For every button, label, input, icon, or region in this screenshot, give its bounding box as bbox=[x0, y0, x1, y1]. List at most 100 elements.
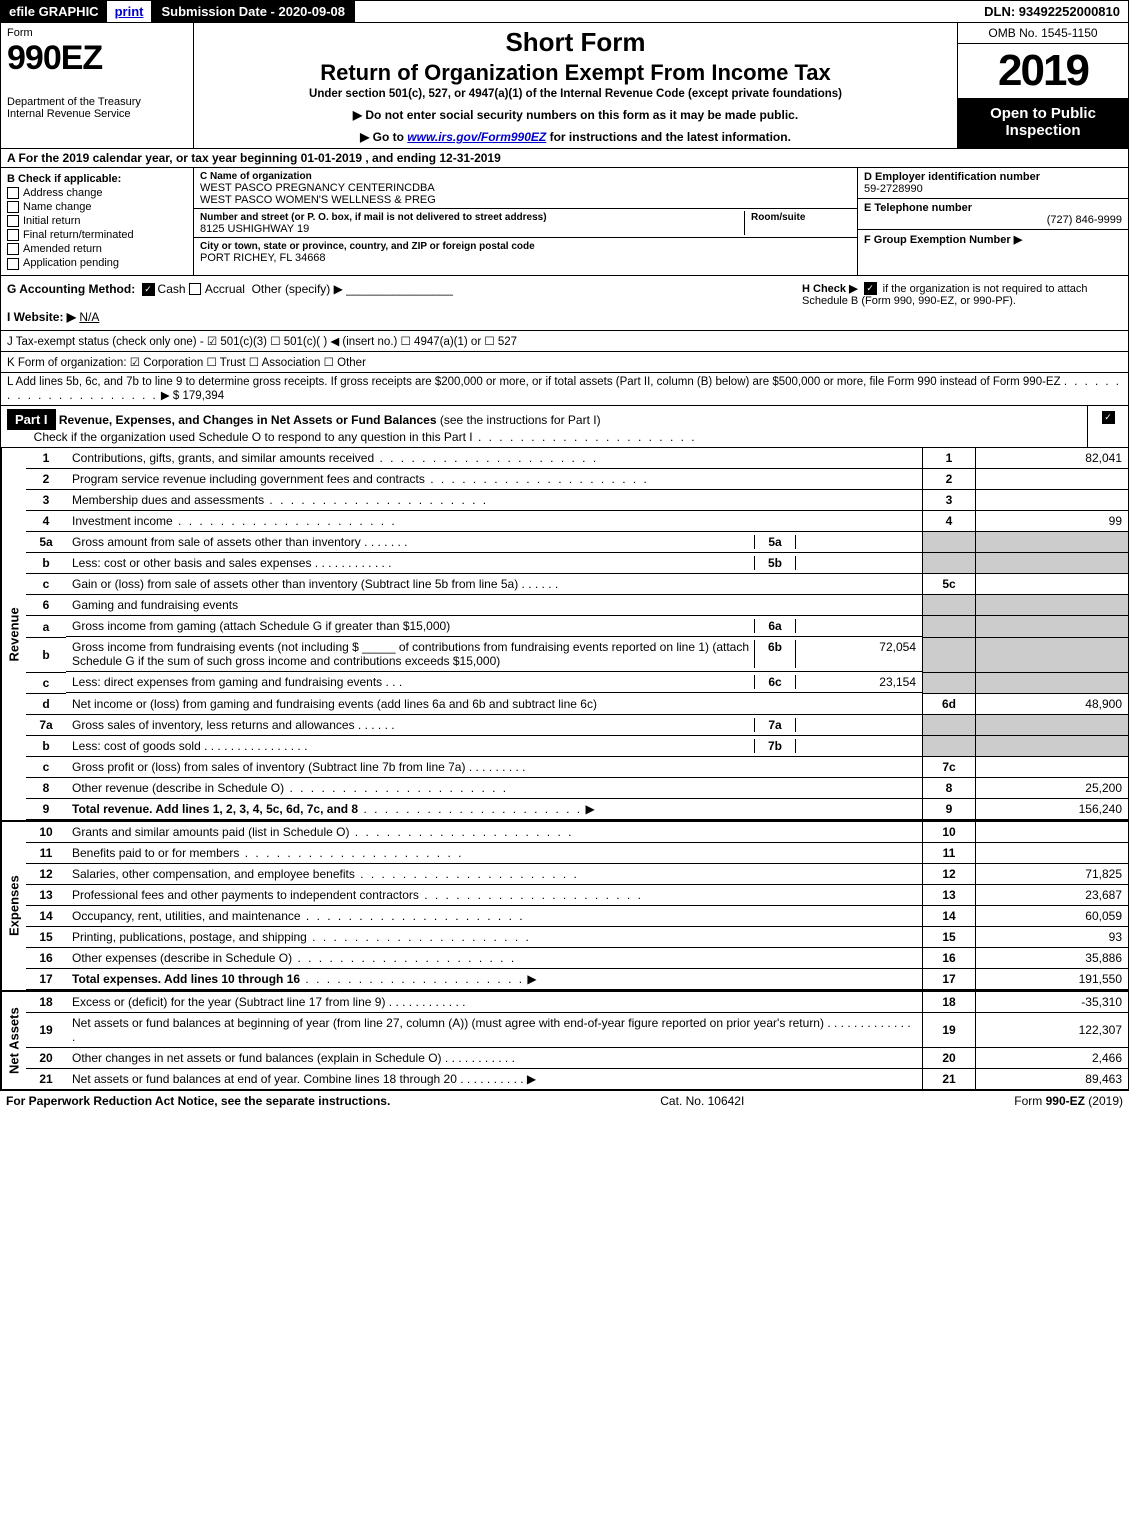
dept-text: Department of the Treasury bbox=[7, 96, 141, 108]
line-6b: bGross income from fundraising events (n… bbox=[26, 637, 1128, 672]
city-label: City or town, state or province, country… bbox=[200, 241, 535, 252]
line-14: 14Occupancy, rent, utilities, and mainte… bbox=[26, 906, 1128, 927]
footer-left: For Paperwork Reduction Act Notice, see … bbox=[6, 1094, 390, 1108]
line-7c: cGross profit or (loss) from sales of in… bbox=[26, 757, 1128, 778]
street-value: 8125 USHIGHWAY 19 bbox=[200, 223, 309, 235]
accrual-checkbox-icon[interactable] bbox=[189, 283, 201, 295]
dln-number: DLN: 93492252000810 bbox=[976, 1, 1128, 22]
checkbox-icon bbox=[7, 229, 19, 241]
line-16: 16Other expenses (describe in Schedule O… bbox=[26, 948, 1128, 969]
instruction-2: ▶ Go to www.irs.gov/Form990EZ for instru… bbox=[200, 130, 951, 144]
part-1-check-text: Check if the organization used Schedule … bbox=[34, 430, 473, 444]
check-if-applicable: B Check if applicable: Address change Na… bbox=[1, 168, 194, 275]
top-bar: efile GRAPHIC print Submission Date - 20… bbox=[0, 0, 1129, 23]
l-arrow: ▶ $ bbox=[161, 390, 179, 402]
street-label: Number and street (or P. O. box, if mail… bbox=[200, 212, 547, 223]
l-text: L Add lines 5b, 6c, and 7b to line 9 to … bbox=[7, 376, 1061, 388]
line-11: 11Benefits paid to or for members11 bbox=[26, 843, 1128, 864]
check-address-change[interactable]: Address change bbox=[7, 187, 187, 199]
header-left: Form 990EZ Department of the Treasury In… bbox=[1, 23, 194, 148]
footer-right: Form 990-EZ (2019) bbox=[1014, 1094, 1123, 1108]
form-of-org-row: K Form of organization: ☑ Corporation ☐ … bbox=[0, 352, 1129, 373]
other-label: Other (specify) ▶ bbox=[252, 282, 343, 296]
cash-checkbox-icon[interactable] bbox=[142, 283, 155, 296]
method-right: H Check ▶ if the organization is not req… bbox=[802, 282, 1122, 324]
line-6: 6Gaming and fundraising events bbox=[26, 595, 1128, 616]
line-13: 13Professional fees and other payments t… bbox=[26, 885, 1128, 906]
return-title: Return of Organization Exempt From Incom… bbox=[200, 60, 951, 86]
part-1-title-text: Revenue, Expenses, and Changes in Net As… bbox=[59, 413, 437, 427]
inst2-post: for instructions and the latest informat… bbox=[546, 130, 791, 144]
ein-label: D Employer identification number bbox=[864, 171, 1040, 183]
check-final-return[interactable]: Final return/terminated bbox=[7, 229, 187, 241]
h-checkbox-icon[interactable] bbox=[864, 282, 877, 295]
i-label: I Website: ▶ bbox=[7, 310, 76, 324]
line-1: 1Contributions, gifts, grants, and simil… bbox=[26, 448, 1128, 469]
line-5b: bLess: cost or other basis and sales exp… bbox=[26, 553, 1128, 574]
org-name-row: C Name of organization WEST PASCO PREGNA… bbox=[194, 168, 857, 209]
check-b-title: B Check if applicable: bbox=[7, 173, 187, 185]
line-5c: cGain or (loss) from sale of assets othe… bbox=[26, 574, 1128, 595]
print-link[interactable]: print bbox=[107, 1, 152, 22]
check-name-change[interactable]: Name change bbox=[7, 201, 187, 213]
checkbox-icon bbox=[7, 243, 19, 255]
form-header: Form 990EZ Department of the Treasury In… bbox=[0, 23, 1129, 149]
group-label: F Group Exemption Number ▶ bbox=[864, 234, 1022, 246]
line-7b: bLess: cost of goods sold . . . . . . . … bbox=[26, 736, 1128, 757]
tel-value: (727) 846-9999 bbox=[864, 214, 1122, 226]
header-center: Short Form Return of Organization Exempt… bbox=[194, 23, 957, 148]
department-label: Department of the Treasury Internal Reve… bbox=[7, 96, 187, 120]
subtitle: Under section 501(c), 527, or 4947(a)(1)… bbox=[200, 88, 951, 100]
irs-gov-link[interactable]: www.irs.gov/Form990EZ bbox=[407, 130, 546, 144]
h-label: H Check ▶ bbox=[802, 283, 858, 295]
check-amended-return[interactable]: Amended return bbox=[7, 243, 187, 255]
expenses-side-label: Expenses bbox=[1, 822, 26, 990]
checkbox-icon bbox=[7, 258, 19, 270]
line-10: 10Grants and similar amounts paid (list … bbox=[26, 822, 1128, 843]
footer-mid: Cat. No. 10642I bbox=[660, 1094, 744, 1108]
revenue-section: Revenue 1Contributions, gifts, grants, a… bbox=[0, 448, 1129, 821]
city-row: City or town, state or province, country… bbox=[194, 238, 857, 266]
irs-text: Internal Revenue Service bbox=[7, 108, 131, 120]
check-application-pending[interactable]: Application pending bbox=[7, 257, 187, 269]
instruction-1: ▶ Do not enter social security numbers o… bbox=[200, 108, 951, 122]
part-1-suffix: (see the instructions for Part I) bbox=[437, 413, 601, 427]
line-17: 17Total expenses. Add lines 10 through 1… bbox=[26, 969, 1128, 990]
form-number: 990EZ bbox=[7, 39, 187, 78]
open-public-badge: Open to Public Inspection bbox=[958, 99, 1128, 148]
address-column: C Name of organization WEST PASCO PREGNA… bbox=[194, 168, 857, 275]
expenses-table: 10Grants and similar amounts paid (list … bbox=[26, 822, 1128, 990]
checkbox-icon bbox=[7, 215, 19, 227]
dots bbox=[473, 430, 697, 444]
check-initial-return[interactable]: Initial return bbox=[7, 215, 187, 227]
city-value: PORT RICHEY, FL 34668 bbox=[200, 252, 326, 264]
ein-value: 59-2728990 bbox=[864, 183, 923, 195]
checkbox-icon bbox=[7, 187, 19, 199]
line-2: 2Program service revenue including gover… bbox=[26, 468, 1128, 489]
expenses-section: Expenses 10Grants and similar amounts pa… bbox=[0, 820, 1129, 990]
line-8: 8Other revenue (describe in Schedule O)8… bbox=[26, 778, 1128, 799]
form-label: Form bbox=[7, 27, 187, 39]
line-6c: cLess: direct expenses from gaming and f… bbox=[26, 672, 1128, 693]
line-6d: dNet income or (loss) from gaming and fu… bbox=[26, 693, 1128, 714]
part-1-title: Part I Revenue, Expenses, and Changes in… bbox=[1, 406, 1087, 447]
line-5a: 5aGross amount from sale of assets other… bbox=[26, 531, 1128, 553]
line-9: 9Total revenue. Add lines 1, 2, 3, 4, 5c… bbox=[26, 799, 1128, 820]
street-row: Number and street (or P. O. box, if mail… bbox=[194, 209, 857, 238]
tel-label: E Telephone number bbox=[864, 202, 972, 214]
net-assets-table: 18Excess or (deficit) for the year (Subt… bbox=[26, 992, 1128, 1089]
schedule-o-check[interactable] bbox=[1087, 406, 1128, 447]
net-assets-side-label: Net Assets bbox=[1, 992, 26, 1089]
checkbox-checked-icon bbox=[1102, 411, 1115, 424]
ein-cell: D Employer identification number 59-2728… bbox=[858, 168, 1128, 199]
efile-graphic-button[interactable]: efile GRAPHIC bbox=[1, 1, 107, 22]
header-right: OMB No. 1545-1150 2019 Open to Public In… bbox=[957, 23, 1128, 148]
line-7a: 7aGross sales of inventory, less returns… bbox=[26, 714, 1128, 736]
line-12: 12Salaries, other compensation, and empl… bbox=[26, 864, 1128, 885]
short-form-title: Short Form bbox=[200, 27, 951, 58]
website-value: N/A bbox=[79, 310, 99, 324]
gross-receipts-row: L Add lines 5b, 6c, and 7b to line 9 to … bbox=[0, 373, 1129, 406]
checkbox-icon bbox=[7, 201, 19, 213]
org-name-1: WEST PASCO PREGNANCY CENTERINCDBA bbox=[200, 182, 435, 194]
revenue-table: 1Contributions, gifts, grants, and simil… bbox=[26, 448, 1128, 821]
